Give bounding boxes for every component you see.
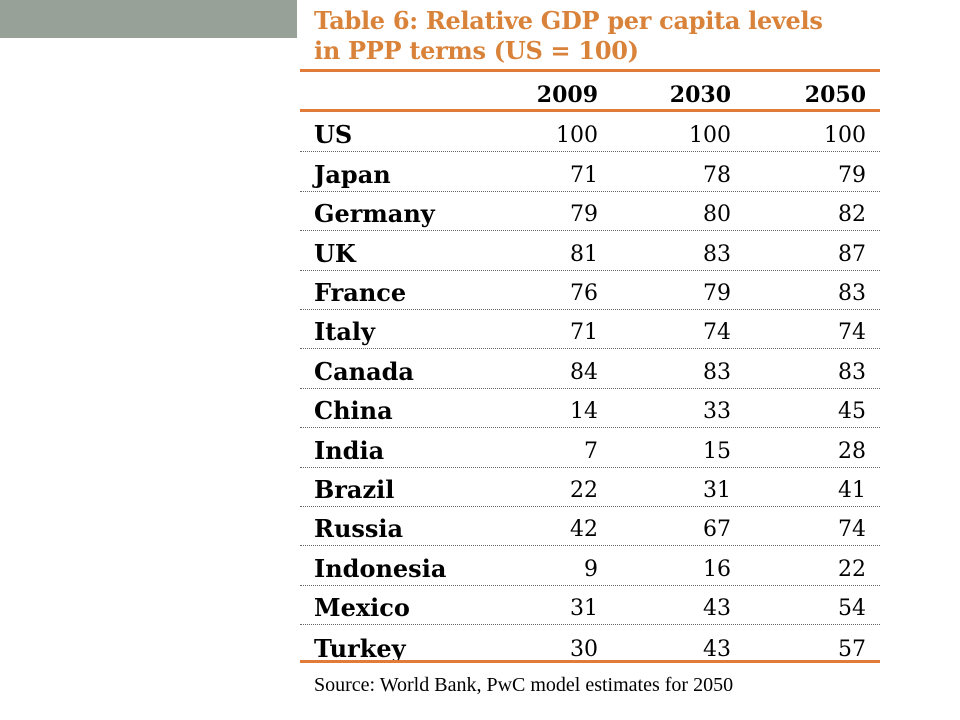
value-cell-2050: 45 <box>838 399 866 425</box>
table-title-line-1: Table 6: Relative GDP per capita levels <box>314 6 823 35</box>
row-label: UK <box>314 238 356 268</box>
value-cell-2050: 74 <box>838 320 866 346</box>
row-label: US <box>314 120 353 150</box>
value-cell-2009: 100 <box>556 123 598 149</box>
table-header-row: 2009 2030 2050 <box>300 78 880 108</box>
table-top-rule <box>300 69 880 72</box>
table-row: India 7 15 28 <box>300 428 880 468</box>
value-cell-2030: 43 <box>703 636 731 662</box>
row-label: India <box>314 435 385 465</box>
table-title: Table 6: Relative GDP per capita levels … <box>314 6 874 66</box>
value-cell-2009: 7 <box>584 438 598 464</box>
value-cell-2009: 76 <box>570 280 598 306</box>
table-row: Japan 71 78 79 <box>300 152 880 192</box>
table-row: France 76 79 83 <box>300 271 880 310</box>
row-label: China <box>314 396 393 426</box>
row-label: France <box>314 277 407 307</box>
table-row: Germany 79 80 82 <box>300 192 880 232</box>
value-cell-2009: 79 <box>570 202 598 228</box>
value-cell-2030: 83 <box>703 359 731 385</box>
value-cell-2050: 74 <box>838 517 866 543</box>
table-row: US 100 100 100 <box>300 113 880 153</box>
table-row: Mexico 31 43 54 <box>300 586 880 626</box>
value-cell-2009: 9 <box>584 556 598 582</box>
table-row: UK 81 83 87 <box>300 231 880 271</box>
value-cell-2030: 67 <box>703 517 731 543</box>
column-header-2030: 2030 <box>669 82 731 108</box>
value-cell-2050: 83 <box>838 280 866 306</box>
row-label: Turkey <box>314 633 406 663</box>
table-row: Turkey 30 43 57 <box>300 625 880 664</box>
row-label: Germany <box>314 199 435 229</box>
value-cell-2009: 81 <box>570 241 598 267</box>
value-cell-2030: 80 <box>703 202 731 228</box>
table-bottom-rule <box>300 660 880 663</box>
row-label: Indonesia <box>314 553 447 583</box>
table-row: China 14 33 45 <box>300 389 880 429</box>
value-cell-2050: 100 <box>824 123 866 149</box>
value-cell-2050: 82 <box>838 202 866 228</box>
table-source-note: Source: World Bank, PwC model estimates … <box>314 674 734 696</box>
row-label: Mexico <box>314 593 410 623</box>
table-row: Brazil 22 31 41 <box>300 468 880 507</box>
value-cell-2030: 43 <box>703 596 731 622</box>
value-cell-2009: 30 <box>570 636 598 662</box>
row-label: Italy <box>314 317 375 347</box>
value-cell-2030: 100 <box>689 123 731 149</box>
value-cell-2030: 31 <box>703 477 731 503</box>
value-cell-2050: 87 <box>838 241 866 267</box>
value-cell-2030: 74 <box>703 320 731 346</box>
value-cell-2050: 54 <box>838 596 866 622</box>
value-cell-2050: 57 <box>838 636 866 662</box>
value-cell-2009: 14 <box>570 399 598 425</box>
value-cell-2050: 28 <box>838 438 866 464</box>
value-cell-2009: 84 <box>570 359 598 385</box>
value-cell-2009: 71 <box>570 162 598 188</box>
value-cell-2050: 22 <box>838 556 866 582</box>
slide-accent-block <box>0 0 297 38</box>
row-label: Japan <box>314 159 391 189</box>
value-cell-2009: 71 <box>570 320 598 346</box>
table-row: Russia 42 67 74 <box>300 507 880 547</box>
table-row: Canada 84 83 83 <box>300 349 880 389</box>
table-title-line-2: in PPP terms (US = 100) <box>314 36 639 65</box>
value-cell-2030: 79 <box>703 280 731 306</box>
gdp-table: Table 6: Relative GDP per capita levels … <box>300 0 882 720</box>
row-label: Brazil <box>314 474 395 504</box>
table-row: Indonesia 9 16 22 <box>300 546 880 586</box>
row-label: Canada <box>314 356 414 386</box>
value-cell-2050: 83 <box>838 359 866 385</box>
value-cell-2030: 15 <box>703 438 731 464</box>
value-cell-2050: 79 <box>838 162 866 188</box>
value-cell-2009: 42 <box>570 517 598 543</box>
column-header-2050: 2050 <box>804 82 866 108</box>
value-cell-2030: 83 <box>703 241 731 267</box>
value-cell-2050: 41 <box>838 477 866 503</box>
row-label: Russia <box>314 514 404 544</box>
value-cell-2009: 22 <box>570 477 598 503</box>
table-header-rule <box>300 109 880 112</box>
table-row: Italy 71 74 74 <box>300 310 880 350</box>
value-cell-2030: 78 <box>703 162 731 188</box>
value-cell-2030: 33 <box>703 399 731 425</box>
column-header-2009: 2009 <box>536 82 598 108</box>
value-cell-2030: 16 <box>703 556 731 582</box>
value-cell-2009: 31 <box>570 596 598 622</box>
